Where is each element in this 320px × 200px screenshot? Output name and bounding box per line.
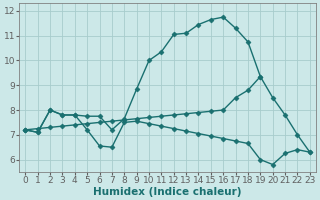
X-axis label: Humidex (Indice chaleur): Humidex (Indice chaleur): [93, 187, 242, 197]
